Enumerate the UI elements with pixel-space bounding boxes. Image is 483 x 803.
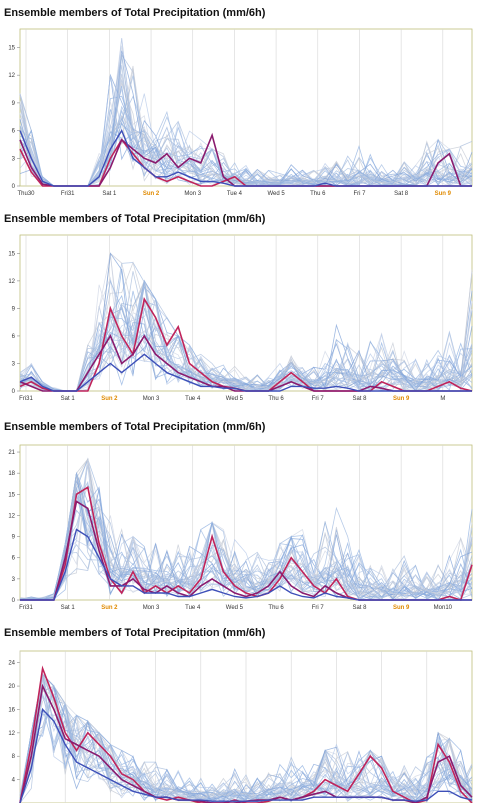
chart-title: Ensemble members of Total Precipitation … (4, 627, 265, 639)
x-tick-label: Sat 1 (61, 605, 76, 611)
y-tick-label: 3 (12, 577, 16, 583)
chart-title: Ensemble members of Total Precipitation … (4, 213, 265, 225)
chart-title: Ensemble members of Total Precipitation … (4, 7, 265, 19)
y-tick-label: 3 (12, 361, 16, 367)
chart-title: Ensemble members of Total Precipitation … (4, 421, 265, 433)
y-tick-label: 0 (12, 389, 16, 395)
x-tick-label: Sun 2 (101, 605, 118, 611)
x-tick-label: Wed 5 (267, 191, 285, 197)
x-tick-label: Wed 5 (226, 605, 244, 611)
x-tick-label: Fri31 (61, 191, 75, 197)
x-tick-label: Thu 6 (268, 396, 284, 402)
chart-panel-1: Ensemble members of Total Precipitation … (0, 7, 483, 203)
y-tick-label: 9 (12, 101, 16, 107)
y-tick-label: 18 (8, 471, 15, 477)
x-tick-label: Wed 5 (226, 396, 244, 402)
chart-svg: 0 3 6 9 12 15 Fri31 Sat 1 Sun 2 Mon 3 Tue 4 Wed 5 Th… (0, 227, 483, 409)
chart-panel-4: Ensemble members of Total Precipitation … (0, 627, 483, 802)
x-tick-label: Sat 8 (352, 396, 367, 402)
x-tick-label: Fri 7 (312, 396, 325, 402)
x-tick-label: Mon 3 (143, 605, 160, 611)
chart-svg: 0 3 6 9 12 15 18 21 Fri31 Sat 1 Sun 2 Mon 3 Tue 4 Wed… (0, 435, 483, 617)
x-tick-label: Thu 6 (268, 605, 284, 611)
x-tick-label: Sun 2 (143, 191, 160, 197)
x-tick-label: M (440, 396, 445, 402)
x-tick-label: Fri 7 (312, 605, 325, 611)
y-tick-label: 12 (8, 731, 15, 737)
x-tick-label: Thu 6 (310, 191, 326, 197)
chart-svg: 0 3 6 9 12 15 Thu30 Fri31 Sat 1 Sun 2 Mon 3 Tue 4 We… (0, 21, 483, 203)
x-tick-label: Mon 3 (184, 191, 201, 197)
y-tick-label: 15 (8, 251, 15, 257)
x-tick-label: Sun 2 (101, 396, 118, 402)
x-tick-label: Sun 9 (393, 396, 410, 402)
y-tick-label: 3 (12, 156, 16, 162)
y-tick-label: 12 (8, 513, 15, 519)
y-tick-label: 9 (12, 306, 16, 312)
y-tick-label: 12 (8, 279, 15, 285)
y-tick-label: 24 (8, 661, 15, 667)
y-tick-label: 6 (12, 334, 16, 340)
y-tick-label: 9 (12, 535, 16, 541)
x-tick-label: Mon10 (434, 605, 453, 611)
y-tick-label: 0 (12, 598, 16, 604)
y-tick-label: 12 (8, 73, 15, 79)
y-tick-label: 6 (12, 556, 16, 562)
x-tick-label: Fri31 (19, 396, 33, 402)
x-tick-label: Fri 7 (353, 191, 366, 197)
x-tick-label: Tue 4 (185, 605, 201, 611)
x-tick-label: Tue 4 (227, 191, 243, 197)
y-tick-label: 0 (12, 184, 16, 190)
x-tick-label: Tue 4 (185, 396, 201, 402)
chart-panel-3: Ensemble members of Total Precipitation … (0, 421, 483, 617)
x-tick-label: Sat 8 (394, 191, 409, 197)
y-tick-label: 4 (12, 778, 16, 784)
y-tick-label: 8 (12, 754, 16, 760)
x-tick-label: Sat 1 (102, 191, 117, 197)
y-tick-label: 16 (8, 707, 15, 713)
x-tick-label: Sun 9 (435, 191, 452, 197)
y-tick-label: 15 (8, 492, 15, 498)
x-tick-label: Thu30 (17, 191, 35, 197)
x-tick-label: Fri31 (19, 605, 33, 611)
x-tick-label: Mon 3 (143, 396, 160, 402)
x-tick-label: Sun 9 (393, 605, 410, 611)
y-tick-label: 6 (12, 129, 16, 135)
y-tick-label: 21 (8, 450, 15, 456)
x-tick-label: Sat 8 (352, 605, 367, 611)
y-tick-label: 20 (8, 684, 15, 690)
chart-panel-2: Ensemble members of Total Precipitation … (0, 213, 483, 407)
y-tick-label: 15 (8, 45, 15, 51)
x-tick-label: Sat 1 (61, 396, 76, 402)
chart-svg: 4 8 12 16 20 24 (0, 641, 483, 803)
